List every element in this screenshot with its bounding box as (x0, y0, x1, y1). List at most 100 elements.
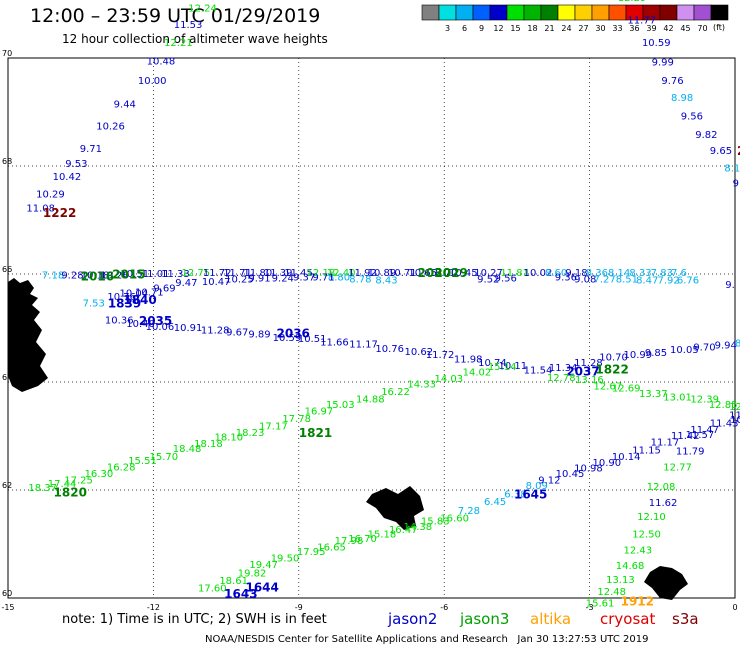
wave-height-label: 7.18 (42, 270, 64, 281)
wave-height-label: 11.39 (264, 268, 293, 279)
wave-height-label: 14.02 (463, 368, 492, 379)
wave-height-label: 9.56 (495, 274, 517, 285)
satellite-jason3: jason3 (460, 610, 510, 628)
time-label: 1822 (595, 362, 628, 376)
wave-height-label: 8.33 (629, 268, 651, 279)
wave-height-label: 10.59 (273, 333, 302, 344)
wave-height-label: 10.59 (642, 38, 671, 49)
wave-height-label: 11.33 (161, 269, 190, 280)
wave-height-label: 10.26 (96, 121, 125, 132)
wave-height-label: 10.74 (478, 358, 507, 369)
map-title: 12:00 – 23:59 UTC 01/29/2019 (30, 5, 321, 27)
scale-swatch (540, 4, 559, 21)
scale-swatch (472, 4, 491, 21)
wave-height-label: 6.38 (504, 490, 526, 501)
wave-height-label: 12.78 (547, 373, 576, 384)
wave-height-label: 13.37 (639, 389, 668, 400)
wave-height-label: 10.29 (36, 189, 65, 200)
scale-swatch (523, 4, 542, 21)
wave-height-label: 17.98 (335, 536, 364, 547)
wave-height-label: 18.61 (219, 576, 248, 587)
wave-height-label: 8.12 (724, 163, 740, 174)
scale-label: 39 (646, 24, 656, 33)
wave-height-label: 14.38 (403, 522, 432, 533)
wave-height-label: 10.05 (670, 345, 699, 356)
wave-height-label: 9.7 (733, 179, 740, 190)
wave-height-label: 11.17 (651, 438, 680, 449)
scale-swatch (608, 4, 627, 21)
map-frame (7, 57, 736, 599)
wave-height-label: 9.44 (114, 100, 136, 111)
wave-height-label: 10.57 (730, 415, 740, 426)
wave-height-label: 10.25 (225, 275, 254, 286)
wave-height-label: 11.81 (500, 268, 529, 279)
wave-height-label: 9.18 (565, 268, 587, 279)
wave-height-label: 15.03 (326, 400, 355, 411)
wave-height-label: 7.83 (651, 268, 673, 279)
wave-height-label: 9.37 (293, 272, 315, 283)
landmass-layer (8, 278, 688, 600)
scale-swatch (489, 4, 508, 21)
wave-height-label: 9.82 (695, 130, 717, 141)
wave-height-label: 11.08 (26, 203, 55, 214)
wave-height-label: 8.09 (526, 481, 548, 492)
wave-height-label: 10.14 (612, 452, 641, 463)
wave-height-label: 18.10 (214, 432, 243, 443)
wave-height-label: 19.47 (249, 560, 278, 571)
wave-height-label: 16.70 (348, 534, 377, 545)
time-label: 2 (737, 144, 740, 158)
wave-height-label: 10.02 (524, 268, 553, 279)
wave-height-label: 11.45 (284, 268, 313, 279)
wave-height-label: 11.54 (524, 365, 553, 376)
wave-height-label: 12.29 (618, 0, 647, 4)
time-label: 1839 (108, 296, 141, 310)
scale-label: 33 (612, 24, 622, 33)
scale-label: 24 (561, 24, 571, 33)
map-subtitle: 12 hour collection of altimeter wave hei… (62, 32, 328, 46)
scale-label: 3 (445, 24, 450, 33)
lat-tick-label: 68 (2, 157, 12, 166)
wave-height-label: 15.51 (128, 456, 157, 467)
wave-height-label: 12.85 (709, 400, 738, 411)
wave-height-label: 10.71 (135, 288, 164, 299)
scale-swatch (506, 4, 525, 21)
time-label: 1821 (299, 426, 332, 440)
wave-height-label: 11.47 (690, 425, 719, 436)
time-label: 2015 (112, 267, 145, 281)
wave-height-label: 9.69 (153, 283, 175, 294)
satellite-s3a: s3a (672, 610, 699, 628)
wave-height-label: 16.30 (85, 469, 114, 480)
wave-height-label: 9.76 (661, 76, 683, 87)
wave-height-label: 14.88 (356, 395, 385, 406)
wave-height-label: 17.95 (297, 547, 326, 558)
wave-height-label: 6.76 (677, 276, 699, 287)
wave-height-label: 8.68 (735, 338, 740, 349)
wave-height-label: 15.70 (150, 452, 179, 463)
wave-height-label: 9. (725, 280, 735, 291)
wave-height-label: 9.67 (226, 328, 248, 339)
wave-height-label: 8.60 (545, 268, 567, 279)
time-label: 2029 (435, 266, 468, 280)
wave-height-label: 16.65 (317, 542, 346, 553)
wave-height-label: 10.98 (574, 464, 603, 475)
units-note: note: 1) Time is in UTC; 2) SWH is in fe… (62, 612, 327, 627)
wave-height-label: 11.34 (549, 363, 578, 374)
wave-height-label: 11.66 (320, 337, 349, 348)
footer-credit: NOAA/NESDIS Center for Satellite Applica… (205, 634, 649, 645)
lon-tick-label: -12 (147, 603, 160, 612)
scale-label: 9 (479, 24, 484, 33)
scale-label: 21 (544, 24, 554, 33)
wave-height-label: 10.45 (449, 268, 478, 279)
scale-label: 42 (663, 24, 673, 33)
wave-height-label: 16.47 (389, 525, 418, 536)
lon-tick-label: -9 (295, 603, 303, 612)
altimeter-tracks: 11.08 10.29 10.42 9.53 9.71 10.26 9.44 10.00 10.… (26, 0, 740, 610)
lon-tick-label: -15 (1, 603, 14, 612)
wave-height-label: 8.98 (671, 93, 693, 104)
wave-height-label: 17.17 (259, 422, 288, 433)
wave-height-label: 9.65 (710, 146, 732, 157)
time-label: 2016 (81, 269, 114, 283)
wave-height-label: 11.72 (203, 268, 232, 279)
wave-height-label: 9.12 (538, 476, 560, 487)
